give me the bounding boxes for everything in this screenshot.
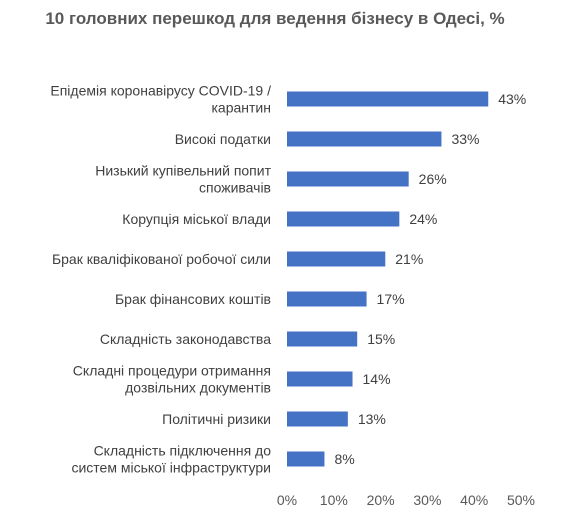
category-label: Епідемія коронавірусу COVID-19 /карантин [50, 83, 271, 116]
data-label: 43% [498, 91, 526, 107]
x-tick-label: 0% [277, 492, 297, 508]
bar [287, 291, 367, 307]
data-label: 33% [451, 131, 479, 147]
category-label: Низький купівельний попит споживачів [95, 163, 271, 196]
data-label: 21% [395, 251, 423, 267]
bar [287, 411, 348, 427]
category-label: Високі податки [175, 131, 271, 147]
data-label: 26% [419, 171, 447, 187]
data-label: 17% [377, 291, 405, 307]
data-label: 15% [367, 331, 395, 347]
category-label: Складність законодавства [100, 331, 271, 347]
category-label: Політичні ризики [162, 411, 271, 427]
bar [287, 451, 325, 467]
x-tick-label: 30% [413, 492, 441, 508]
category-label: Брак кваліфікованої робочої сили [52, 251, 271, 267]
bar [287, 91, 489, 107]
data-label: 8% [334, 451, 354, 467]
category-label: Корупція міської влади [122, 211, 271, 227]
chart-title: 10 головних перешкод для ведення бізнесу… [45, 9, 505, 28]
x-tick-label: 50% [507, 492, 535, 508]
data-label: 13% [358, 411, 386, 427]
category-label: Складність підключення до систем міської … [71, 443, 271, 476]
bar [287, 251, 386, 267]
x-tick-label: 20% [367, 492, 395, 508]
x-tick-label: 10% [320, 492, 348, 508]
bar [287, 171, 409, 187]
category-label: Брак фінансових коштів [115, 291, 271, 307]
data-label: 14% [363, 371, 391, 387]
bar [287, 211, 400, 227]
x-tick-label: 40% [460, 492, 488, 508]
bar [287, 131, 442, 147]
bar [287, 371, 353, 387]
category-label: Складні процедури отримання дозвільних до… [73, 363, 271, 396]
bar [287, 331, 358, 347]
data-label: 24% [409, 211, 437, 227]
